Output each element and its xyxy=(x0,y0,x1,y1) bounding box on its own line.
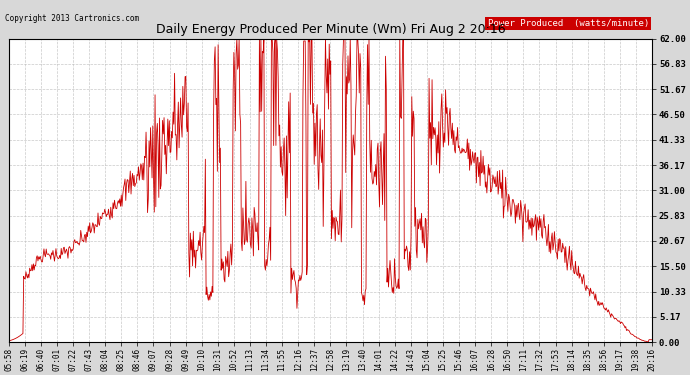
Text: Copyright 2013 Cartronics.com: Copyright 2013 Cartronics.com xyxy=(6,14,139,23)
Title: Daily Energy Produced Per Minute (Wm) Fri Aug 2 20:16: Daily Energy Produced Per Minute (Wm) Fr… xyxy=(155,23,505,36)
Text: Power Produced  (watts/minute): Power Produced (watts/minute) xyxy=(488,19,649,28)
